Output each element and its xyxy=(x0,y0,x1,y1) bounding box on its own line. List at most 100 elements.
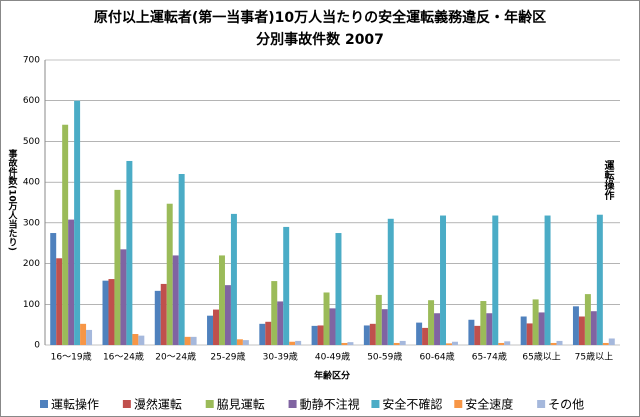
x-tick-label: 16〜19歳 xyxy=(51,351,92,363)
bar xyxy=(387,218,394,345)
bar xyxy=(590,311,597,345)
bar xyxy=(207,315,214,345)
bar xyxy=(80,323,87,345)
bar xyxy=(486,313,493,345)
bar xyxy=(224,285,231,345)
x-tick-label: 40-49歳 xyxy=(315,351,350,363)
bar xyxy=(108,279,115,345)
x-tick-label: 75歳以上 xyxy=(575,351,613,363)
y-tick-label: 100 xyxy=(23,300,40,310)
x-tick-label: 65-74歳 xyxy=(472,351,507,363)
y-tick-label: 400 xyxy=(23,178,40,188)
legend-swatch xyxy=(40,400,48,408)
bar xyxy=(520,316,527,345)
bar xyxy=(178,174,185,345)
bar xyxy=(492,215,499,345)
bar xyxy=(526,323,533,345)
legend-label: 脇見運転 xyxy=(217,398,265,412)
bar xyxy=(74,100,81,345)
bar xyxy=(86,329,93,345)
bar xyxy=(120,249,127,345)
x-tick-label: 50-59歳 xyxy=(367,351,402,363)
bar xyxy=(265,321,272,345)
bar xyxy=(550,342,557,345)
bar xyxy=(335,233,342,345)
y-tick-label: 600 xyxy=(23,96,40,106)
bar xyxy=(218,255,225,345)
bar xyxy=(283,226,290,345)
bar xyxy=(416,322,423,345)
bar xyxy=(363,325,370,345)
bar xyxy=(532,299,539,345)
y-tick-label: 200 xyxy=(23,259,40,269)
legend-label: その他 xyxy=(548,398,584,412)
legend-swatch xyxy=(205,400,214,408)
bar xyxy=(381,309,388,345)
bar xyxy=(160,283,167,345)
bar xyxy=(572,306,579,345)
bar xyxy=(56,258,63,345)
bar xyxy=(446,343,452,345)
bar xyxy=(399,340,406,345)
bar xyxy=(311,325,318,345)
y-tick-label: 0 xyxy=(34,341,40,351)
legend-label: 漫然運転 xyxy=(134,397,182,412)
bar xyxy=(375,294,382,345)
y-tick-label: 700 xyxy=(23,56,40,66)
bar xyxy=(538,312,545,345)
legend-swatch xyxy=(537,400,546,408)
legend-label: 運転操作 xyxy=(51,397,99,412)
bar xyxy=(62,124,69,345)
bar xyxy=(172,255,179,345)
bar xyxy=(451,341,458,345)
bar xyxy=(295,340,302,345)
bar xyxy=(608,338,615,345)
legend-swatch xyxy=(288,400,297,408)
bar xyxy=(126,160,133,345)
bar xyxy=(230,213,237,345)
bar xyxy=(50,233,57,345)
chart-title: 原付以上運転者(第一当事者)10万人当たりの安全運転義務違反・年齢区 xyxy=(94,9,546,26)
bar xyxy=(114,189,121,345)
bar xyxy=(393,342,400,345)
bar xyxy=(213,309,219,345)
legend-swatch xyxy=(454,400,463,408)
bar xyxy=(341,342,348,345)
x-tick-label: 30-39歳 xyxy=(263,351,298,363)
x-axis-label: 年齢区分 xyxy=(314,370,350,382)
bar xyxy=(468,319,475,345)
bar xyxy=(422,327,429,345)
bar xyxy=(434,313,441,345)
x-tick-label: 65歳以上 xyxy=(522,351,560,363)
y-axis-label: 事故件数(10万人当たり) xyxy=(7,148,19,251)
x-tick-label: 20〜24歳 xyxy=(155,351,196,363)
legend-label: 安全速度 xyxy=(465,397,513,412)
bar xyxy=(154,290,161,345)
x-tick-label: 60-64歳 xyxy=(419,351,454,363)
bar xyxy=(440,215,447,345)
bar xyxy=(242,340,249,345)
legend-label: 安全不確認 xyxy=(382,397,442,412)
chart-subtitle: 分別事故件数 2007 xyxy=(256,31,384,48)
bar xyxy=(184,336,191,345)
bar xyxy=(259,323,266,345)
bar xyxy=(498,342,505,345)
bar xyxy=(474,325,481,345)
bar xyxy=(102,280,109,345)
bar xyxy=(596,214,603,345)
bar xyxy=(584,294,591,345)
bar xyxy=(504,341,511,345)
bar xyxy=(329,308,336,345)
bar xyxy=(428,300,435,345)
legend-swatch xyxy=(122,400,131,408)
legend-swatch xyxy=(371,400,380,408)
bar xyxy=(369,323,376,345)
bar xyxy=(132,334,139,345)
bar xyxy=(602,342,609,345)
legend-label: 動静不注視 xyxy=(300,397,360,412)
bar xyxy=(556,340,563,345)
bar xyxy=(68,219,75,345)
bar xyxy=(138,335,145,345)
y-tick-label: 500 xyxy=(23,137,40,147)
